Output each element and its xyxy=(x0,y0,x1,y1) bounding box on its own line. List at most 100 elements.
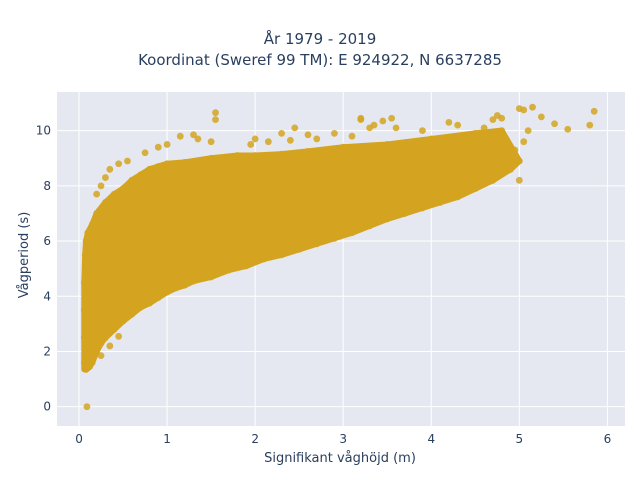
scatter-point xyxy=(537,113,545,121)
scatter-point xyxy=(83,403,91,411)
scatter-point xyxy=(106,342,114,350)
scatter-point xyxy=(291,124,299,132)
plot-background xyxy=(57,92,625,426)
scatter-point xyxy=(146,299,153,307)
y-tick-label: 0 xyxy=(43,400,51,414)
scatter-point xyxy=(137,303,145,311)
scatter-point xyxy=(471,185,479,193)
scatter-point xyxy=(366,222,374,230)
scatter-point xyxy=(212,109,219,117)
x-tick-label: 6 xyxy=(604,432,612,446)
scatter-point xyxy=(264,138,272,146)
scatter-point xyxy=(515,105,523,112)
x-axis-label: Signifikant våghöjd (m) xyxy=(264,451,416,466)
scatter-point xyxy=(278,130,285,137)
scatter-point xyxy=(511,146,519,154)
scatter-point xyxy=(520,138,528,146)
scatter-point xyxy=(80,279,88,286)
y-tick-label: 8 xyxy=(43,179,51,193)
scatter-point xyxy=(278,150,285,158)
x-tick-label: 2 xyxy=(251,432,259,446)
scatter-point xyxy=(115,160,123,168)
chart-subtitle: Koordinat (Sweref 99 TM): E 924922, N 66… xyxy=(138,51,502,69)
chart-title: År 1979 - 2019 xyxy=(263,30,377,48)
scatter-point xyxy=(194,135,202,143)
scatter-point xyxy=(80,359,88,366)
scatter-point xyxy=(102,199,109,206)
scatter-point xyxy=(590,107,598,115)
scatter-point xyxy=(383,141,391,148)
scatter-point xyxy=(88,221,96,228)
scatter-point xyxy=(97,182,105,190)
scatter-point xyxy=(163,288,171,296)
scatter-point xyxy=(163,141,171,148)
tick-labels: 0 1 2 3 4 5 6 0 2 4 6 8 10 xyxy=(36,124,611,446)
scatter-point xyxy=(242,262,250,270)
scatter-point xyxy=(141,149,149,157)
scatter-point xyxy=(80,334,88,342)
scatter-point xyxy=(251,135,259,143)
scatter-point xyxy=(260,255,268,263)
scatter-point xyxy=(97,352,105,360)
scatter-point xyxy=(304,131,312,139)
scatter-point xyxy=(82,237,90,245)
scatter-point xyxy=(454,193,462,201)
scatter-point xyxy=(82,366,90,373)
scatter-point xyxy=(454,174,462,181)
y-tick-label: 10 xyxy=(36,124,51,138)
scatter-point xyxy=(463,168,470,176)
point-cloud-core xyxy=(81,127,523,373)
scatter-point xyxy=(419,127,426,135)
y-axis-label: Vågperiod (s) xyxy=(17,212,32,299)
scatter-point xyxy=(515,157,523,165)
scatter-point xyxy=(564,125,572,133)
y-tick-label: 6 xyxy=(43,234,51,248)
scatter-point xyxy=(176,132,184,140)
scatter-point xyxy=(507,165,514,173)
scatter-point xyxy=(128,176,136,184)
scatter-point xyxy=(84,229,92,237)
scatter-point xyxy=(81,251,89,259)
data-points xyxy=(80,103,598,411)
scatter-point xyxy=(515,176,523,184)
scatter-point xyxy=(86,363,93,371)
scatter-point xyxy=(190,131,197,139)
scatter-point xyxy=(348,132,356,140)
scatter-point xyxy=(93,190,101,198)
scatter-point xyxy=(154,163,162,170)
scatter-point xyxy=(212,116,219,124)
scatter-point xyxy=(489,176,497,184)
scatter-point xyxy=(313,135,321,143)
x-tick-label: 3 xyxy=(339,432,347,446)
x-tick-label: 4 xyxy=(427,432,435,446)
scatter-point xyxy=(154,143,162,151)
scatter-point xyxy=(401,210,409,217)
scatter-point xyxy=(427,135,435,143)
scatter-point xyxy=(102,334,109,342)
scatter-point xyxy=(410,193,418,201)
scatter-point xyxy=(119,317,127,325)
x-tick-label: 0 xyxy=(75,432,83,446)
scatter-point xyxy=(295,245,303,253)
y-tick-label: 2 xyxy=(43,344,51,358)
scatter-point xyxy=(190,277,197,285)
x-tick-label: 5 xyxy=(516,432,524,446)
scatter-point xyxy=(115,332,123,340)
scatter-point xyxy=(586,121,594,129)
scatter-point xyxy=(480,124,488,132)
scatter-point xyxy=(181,281,189,289)
scatter-point xyxy=(498,114,506,122)
scatter-point xyxy=(128,310,136,318)
scatter-point xyxy=(80,306,88,314)
scatter-point xyxy=(313,240,321,248)
scatter-point xyxy=(339,143,347,151)
scatter-point xyxy=(370,121,378,129)
scatter-point xyxy=(124,157,131,165)
scatter-point xyxy=(520,106,528,114)
scatter-point xyxy=(357,116,365,124)
scatter-point xyxy=(330,234,338,242)
scatter-point xyxy=(392,124,400,132)
point-cloud xyxy=(81,127,523,373)
